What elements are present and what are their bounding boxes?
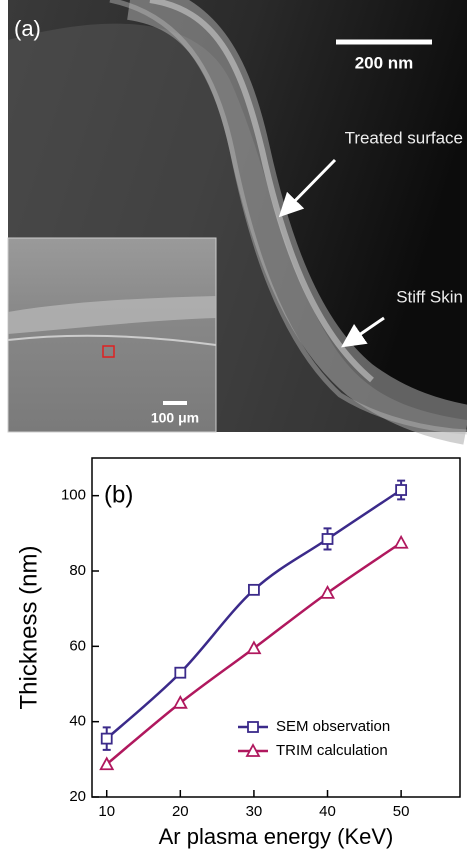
- x-tick-label: 50: [393, 803, 410, 820]
- y-tick-label: 60: [69, 637, 86, 654]
- x-tick-label: 40: [319, 803, 336, 820]
- marker: [175, 668, 185, 678]
- panel-label: (b): [104, 481, 133, 508]
- panel-label: (a): [14, 16, 41, 41]
- marker: [395, 537, 407, 548]
- x-tick-label: 20: [172, 803, 189, 820]
- y-tick-label: 80: [69, 562, 86, 579]
- x-axis-label: Ar plasma energy (KeV): [159, 824, 394, 849]
- chart: 20 40 60 80 100 10 20 30 40 50 Ar plasma energy (K…: [15, 458, 460, 849]
- y-tick-label: 100: [61, 487, 86, 504]
- y-axis-label: Thickness (nm): [15, 545, 42, 709]
- legend-label: SEM observation: [276, 718, 390, 735]
- annotation: Treated surface: [345, 128, 463, 147]
- marker: [249, 585, 259, 595]
- marker: [396, 485, 406, 495]
- x-tick-label: 30: [246, 803, 263, 820]
- marker: [102, 734, 112, 744]
- marker: [323, 534, 333, 544]
- annotation: Stiff Skin: [396, 287, 463, 306]
- series-line: [107, 490, 401, 739]
- sem-image: (a) 200 nm Treated surface Stiff Skin 10…: [8, 0, 467, 432]
- y-tick-label: 40: [69, 713, 86, 730]
- figure: (a) 200 nm Treated surface Stiff Skin 10…: [0, 0, 467, 855]
- legend-marker: [248, 722, 258, 732]
- inset-scale-bar-label: 100 μm: [151, 410, 199, 426]
- y-tick-label: 20: [69, 788, 86, 805]
- scale-bar-label: 200 nm: [355, 53, 414, 72]
- legend-label: TRIM calculation: [276, 742, 388, 759]
- x-tick-label: 10: [98, 803, 115, 820]
